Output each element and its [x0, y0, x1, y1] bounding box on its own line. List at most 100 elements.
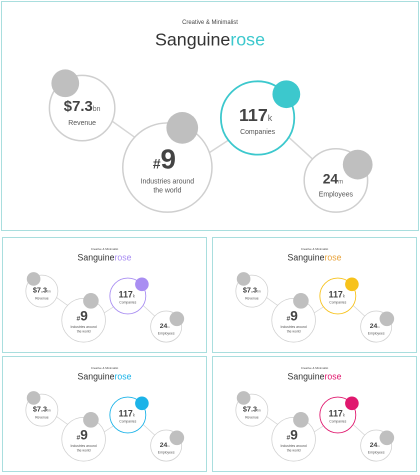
companies-dot: [135, 277, 149, 292]
svg-text:24m: 24m: [370, 442, 381, 449]
revenue-label: Revenue: [68, 120, 96, 127]
revenue-dot: [236, 272, 251, 286]
industries-prefix: #: [153, 156, 161, 172]
svg-text:Sanguinerose: Sanguinerose: [155, 30, 265, 50]
industries-label-line1: Industries around: [281, 325, 307, 329]
slide-thumbnail-blue[interactable]: $7.3bn Revenue #9 Industries around the …: [2, 356, 207, 472]
employees-unit: m: [377, 325, 380, 329]
companies-value: 117: [119, 408, 133, 418]
industries-value: 9: [80, 428, 88, 443]
industries-label-line2: the world: [77, 448, 91, 452]
slide-subtitle: Creative & Minimalist: [301, 247, 328, 251]
employees-value: 24: [323, 170, 339, 186]
revenue-unit: bn: [47, 409, 51, 413]
employees-value: 24: [160, 323, 168, 330]
title-main: Sanguine: [288, 253, 325, 263]
industries-label-line1: Industries around: [71, 325, 97, 329]
svg-text:117k: 117k: [119, 289, 136, 299]
companies-unit: k: [133, 293, 136, 298]
slide-thumbnail-purple[interactable]: $7.3bn Revenue #9 Industries around the …: [2, 237, 207, 353]
svg-text:24m: 24m: [370, 323, 381, 330]
slide-subtitle: Creative & Minimalist: [301, 366, 328, 370]
industries-dot: [83, 293, 99, 309]
employees-dot: [379, 311, 395, 327]
employees-value: 24: [160, 442, 168, 449]
svg-text:#9: #9: [286, 309, 298, 324]
companies-unit: k: [133, 412, 136, 417]
industries-value: 9: [290, 309, 298, 324]
companies-unit: k: [268, 113, 273, 123]
revenue-value: $7.3: [33, 286, 47, 295]
slide-canvas: $7.3bn Revenue #9 Industries around the …: [48, 20, 373, 213]
svg-text:24m: 24m: [323, 170, 343, 186]
industries-label-line1: Industries around: [281, 444, 307, 448]
title-main: Sanguine: [78, 372, 115, 382]
industries-label-line1: Industries around: [141, 178, 195, 185]
revenue-value: $7.3: [243, 405, 257, 414]
title-accent: rose: [324, 253, 341, 263]
slide-subtitle: Creative & Minimalist: [182, 20, 238, 26]
industries-value: 9: [161, 144, 176, 175]
revenue-label: Revenue: [35, 415, 49, 419]
industries-label-line1: Industries around: [71, 444, 97, 448]
slide-thumbnail-pink[interactable]: $7.3bn Revenue #9 Industries around the …: [212, 356, 417, 472]
companies-dot: [345, 277, 359, 292]
svg-text:117k: 117k: [239, 105, 273, 125]
revenue-dot: [51, 69, 80, 98]
revenue-label: Revenue: [245, 296, 259, 300]
companies-dot: [345, 396, 359, 411]
title-accent: rose: [114, 253, 131, 263]
companies-label: Companies: [119, 420, 136, 424]
title-main: Sanguine: [288, 372, 325, 382]
revenue-value: $7.3: [33, 405, 47, 414]
svg-text:#9: #9: [76, 428, 88, 443]
employees-value: 24: [370, 323, 378, 330]
industries-dot: [83, 412, 99, 428]
revenue-dot: [26, 391, 41, 405]
companies-dot: [272, 80, 301, 109]
slide-subtitle: Creative & Minimalist: [91, 366, 118, 370]
companies-dot: [135, 396, 149, 411]
title-accent: rose: [114, 372, 131, 382]
employees-value: 24: [370, 442, 378, 449]
companies-value: 117: [119, 289, 133, 299]
title-main: Sanguine: [155, 30, 230, 50]
employees-dot: [169, 311, 185, 327]
industries-dot: [293, 412, 309, 428]
slide-canvas: $7.3bn Revenue #9 Industries around the …: [25, 247, 185, 343]
employees-label: Employees: [319, 191, 354, 198]
companies-unit: k: [343, 412, 346, 417]
title-accent: rose: [324, 372, 341, 382]
industries-prefix: #: [76, 316, 80, 323]
svg-text:117k: 117k: [329, 408, 346, 418]
revenue-unit: bn: [93, 106, 101, 113]
slide-thumbnail-yellow[interactable]: $7.3bn Revenue #9 Industries around the …: [212, 237, 417, 353]
employees-unit: m: [377, 444, 380, 448]
companies-label: Companies: [119, 301, 136, 305]
svg-text:Sanguinerose: Sanguinerose: [78, 372, 132, 382]
svg-text:$7.3bn: $7.3bn: [33, 286, 51, 295]
svg-text:117k: 117k: [329, 289, 346, 299]
svg-text:#9: #9: [153, 144, 176, 175]
svg-text:$7.3bn: $7.3bn: [243, 405, 261, 414]
employees-label: Employees: [158, 450, 175, 454]
employees-dot: [342, 149, 373, 180]
svg-text:$7.3bn: $7.3bn: [243, 286, 261, 295]
svg-text:24m: 24m: [160, 323, 171, 330]
slide-canvas: $7.3bn Revenue #9 Industries around the …: [235, 366, 395, 462]
industries-label-line2: the world: [153, 187, 181, 194]
svg-text:Sanguinerose: Sanguinerose: [288, 372, 342, 382]
companies-unit: k: [343, 293, 346, 298]
employees-dot: [379, 430, 395, 446]
industries-dot: [293, 293, 309, 309]
industries-value: 9: [80, 309, 88, 324]
svg-text:$7.3bn: $7.3bn: [64, 99, 101, 115]
slide-main[interactable]: $7.3bn Revenue #9 Industries around the …: [1, 1, 419, 231]
svg-text:24m: 24m: [160, 442, 171, 449]
employees-label: Employees: [158, 331, 175, 335]
companies-label: Companies: [329, 301, 346, 305]
svg-text:#9: #9: [286, 428, 298, 443]
revenue-unit: bn: [257, 290, 261, 294]
employees-unit: m: [338, 179, 343, 185]
employees-label: Employees: [368, 450, 385, 454]
